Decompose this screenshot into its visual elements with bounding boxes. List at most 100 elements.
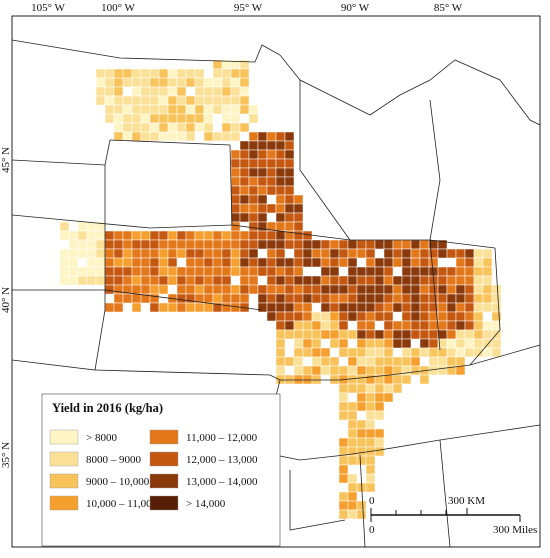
county	[131, 95, 142, 106]
county	[221, 230, 232, 241]
legend-swatch	[49, 495, 79, 511]
county	[257, 194, 268, 205]
county	[419, 320, 430, 331]
county	[77, 248, 88, 259]
county	[95, 86, 106, 97]
county	[266, 149, 277, 160]
county	[293, 257, 304, 268]
county	[248, 167, 259, 178]
county	[248, 230, 259, 241]
county	[230, 149, 241, 160]
county	[275, 158, 286, 169]
county	[482, 248, 493, 259]
county	[131, 131, 142, 142]
county	[275, 293, 286, 304]
county	[221, 86, 232, 97]
county	[131, 104, 142, 115]
county	[419, 338, 430, 349]
county	[347, 410, 358, 421]
county	[257, 239, 268, 250]
county	[347, 401, 358, 412]
county	[455, 338, 466, 349]
county	[410, 302, 421, 313]
county	[356, 500, 367, 511]
county	[131, 275, 142, 286]
county	[203, 284, 214, 295]
county	[437, 284, 448, 295]
county	[374, 239, 385, 250]
county	[374, 275, 385, 286]
county	[374, 437, 385, 448]
county	[239, 293, 250, 304]
county	[437, 248, 448, 259]
county	[266, 203, 277, 214]
county	[419, 239, 430, 250]
county	[410, 239, 421, 250]
county	[194, 257, 205, 268]
county	[239, 284, 250, 295]
county	[176, 293, 187, 304]
county	[95, 257, 106, 268]
county	[266, 131, 277, 142]
county	[446, 329, 457, 340]
county	[113, 257, 124, 268]
county	[464, 248, 475, 259]
county	[284, 320, 295, 331]
county	[176, 230, 187, 241]
county	[428, 284, 439, 295]
county	[113, 86, 124, 97]
county	[194, 275, 205, 286]
county	[122, 68, 133, 79]
county	[311, 293, 322, 304]
county	[131, 230, 142, 241]
county	[302, 293, 313, 304]
county	[266, 230, 277, 241]
county	[338, 320, 349, 331]
legend-swatch	[49, 429, 79, 445]
county	[176, 95, 187, 106]
county	[68, 275, 79, 286]
county	[131, 239, 142, 250]
county	[383, 248, 394, 259]
county	[401, 248, 412, 259]
county	[248, 104, 259, 115]
county	[374, 329, 385, 340]
county	[275, 230, 286, 241]
county	[383, 275, 394, 286]
county	[365, 464, 376, 475]
county	[455, 302, 466, 313]
county	[104, 266, 115, 277]
county	[455, 257, 466, 268]
county	[275, 365, 286, 376]
county	[194, 95, 205, 106]
county	[284, 356, 295, 367]
county	[482, 293, 493, 304]
county	[185, 104, 196, 115]
county	[176, 248, 187, 259]
county	[455, 329, 466, 340]
county	[221, 68, 232, 79]
county	[131, 293, 142, 304]
county	[275, 302, 286, 313]
county	[293, 212, 304, 223]
county	[329, 329, 340, 340]
county	[338, 401, 349, 412]
county	[401, 356, 412, 367]
legend-label: 9000 – 10,000	[86, 476, 150, 488]
county	[374, 338, 385, 349]
legend-swatch	[49, 451, 79, 467]
county	[374, 383, 385, 394]
county	[374, 302, 385, 313]
county	[176, 302, 187, 313]
county	[86, 257, 97, 268]
county	[140, 77, 151, 88]
county	[122, 239, 133, 250]
county	[140, 131, 151, 142]
county	[365, 257, 376, 268]
county	[212, 248, 223, 259]
county	[59, 221, 70, 232]
county	[95, 266, 106, 277]
county	[401, 320, 412, 331]
county	[167, 239, 178, 250]
county	[446, 356, 457, 367]
